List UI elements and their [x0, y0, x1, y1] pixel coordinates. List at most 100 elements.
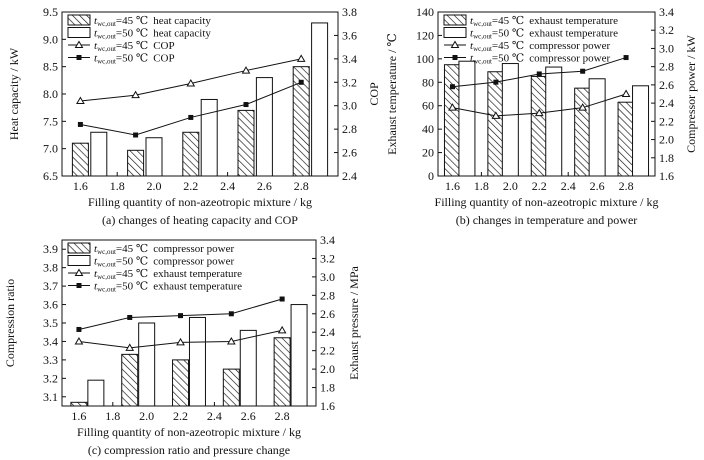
legend-square-marker: [452, 55, 458, 60]
x-tick-label: 1.8: [474, 179, 489, 193]
legend-text: twc,out=45 ℃ compressor power: [470, 40, 610, 53]
legend-text: twc,out=45 ℃ exhaust temperature: [470, 15, 618, 28]
chart-panel-0: 6.5 7.0 7.5 8.0 8.5 9.0 9.5 2.4 2.6 2.8 3.0 3.2 3.4 3…: [7, 5, 381, 227]
legend-condition: =45 ℃: [116, 243, 148, 255]
legend-text: twc,out=45 ℃ compressor power: [94, 243, 234, 256]
x-tick-label: 2.2: [173, 409, 188, 423]
right-tick-label: 2.2: [320, 344, 335, 358]
legend-condition: =50 ℃: [492, 53, 524, 65]
legend-condition: =50 ℃: [492, 28, 524, 40]
legend-subscript: wc,out: [473, 33, 492, 41]
legend-text: twc,out=45 ℃ exhaust temperature: [94, 268, 242, 281]
legend-series-name: compressor power: [153, 243, 234, 255]
x-tick-label: 1.6: [445, 179, 460, 193]
left-axis-label: Heat capacity / kW: [7, 47, 21, 140]
triangle-marker: [621, 89, 631, 97]
right-tick-label: 2.4: [320, 325, 335, 339]
legend-series-name: heat capacity: [153, 15, 211, 27]
legend-condition: =50 ℃: [116, 53, 148, 65]
left-tick-label: 9.0: [43, 32, 58, 46]
legend-subscript: wc,out: [97, 58, 116, 66]
right-tick-label: 2.6: [659, 78, 674, 92]
triangle-marker: [578, 103, 588, 111]
right-tick-label: 2.6: [320, 307, 335, 321]
legend-text: twc,out=50 ℃ compressor power: [470, 53, 610, 66]
legend-series-name: heat capacity: [153, 28, 211, 40]
legend-var: t: [470, 53, 474, 65]
bar-50c: [87, 379, 105, 407]
legend-condition: =45 ℃: [492, 15, 524, 27]
legend-series-name: compressor power: [529, 40, 610, 52]
legend-item: twc,out=45 ℃ exhaust temperature: [68, 268, 242, 281]
left-tick-label: 3.6: [43, 298, 58, 312]
left-tick-label: 3.5: [43, 316, 58, 330]
triangle-marker: [277, 325, 287, 334]
legend-swatch: [443, 14, 467, 26]
right-tick-label: 2.8: [342, 122, 357, 136]
x-tick-label: 2.8: [619, 179, 634, 193]
legend-item: twc,out=50 ℃ exhaust temperature: [443, 27, 618, 41]
triangle-marker: [74, 336, 84, 345]
legend-item: twc,out=50 ℃ compressor power: [67, 255, 234, 269]
square-marker: [77, 121, 83, 127]
bar-50c: [311, 22, 329, 177]
triangle-marker: [241, 66, 251, 74]
x-tick-label: 2.4: [561, 179, 576, 193]
right-tick-label: 3.6: [342, 28, 357, 42]
legend-text: twc,out=50 ℃ compressor power: [94, 256, 234, 269]
legend-subscript: wc,out: [97, 33, 116, 41]
legend-series-name: exhaust temperature: [529, 28, 618, 40]
legend-series-name: compressor power: [529, 53, 610, 65]
left-tick-label: 3.8: [43, 261, 58, 275]
triangle-marker: [448, 103, 457, 111]
legend-text: twc,out=50 ℃ COP: [94, 53, 175, 66]
right-tick-label: 1.6: [659, 169, 674, 183]
left-axis-label: Compression ratio: [3, 279, 17, 367]
legend-var: t: [94, 256, 98, 268]
bar-45c: [530, 75, 548, 177]
x-tick-label: 2.6: [257, 179, 272, 193]
bar-50c: [545, 66, 563, 177]
legend-var: t: [470, 28, 474, 40]
legend-var: t: [470, 40, 474, 52]
right-tick-label: 1.8: [659, 151, 674, 165]
legend-text: twc,out=45 ℃ heat capacity: [94, 15, 211, 28]
legend-triangle-marker: [450, 40, 460, 48]
legend-subscript: wc,out: [97, 45, 116, 53]
legend-text: twc,out=50 ℃ exhaust temperature: [94, 281, 242, 294]
left-tick-label: 140: [416, 5, 434, 19]
left-tick-label: 7.5: [43, 114, 58, 128]
x-axis-label: Filling quantity of non-azeotropic mixtu…: [435, 195, 659, 209]
bar-50c: [239, 329, 257, 407]
bar-45c: [237, 109, 255, 177]
bar-45c: [127, 149, 145, 177]
legend-square-marker: [76, 283, 82, 288]
left-axis-label: Exhaust temperature / ℃: [385, 33, 399, 155]
legend-swatch: [443, 27, 467, 38]
legend-item: twc,out=50 ℃ exhaust temperature: [68, 281, 242, 294]
x-tick-label: 1.6: [73, 179, 88, 193]
left-tick-label: 9.5: [43, 5, 58, 19]
right-tick-label: 2.4: [659, 96, 674, 110]
x-tick-label: 2.0: [139, 409, 154, 423]
bar-45c: [172, 359, 190, 407]
right-tick-label: 3.0: [320, 270, 335, 284]
right-tick-label: 1.6: [320, 399, 335, 413]
legend-item: twc,out=45 ℃ compressor power: [67, 242, 234, 256]
square-marker: [536, 71, 542, 77]
x-axis-label: Filling quantity of non-azeotropic mixtu…: [88, 195, 312, 209]
bar-45c: [487, 71, 505, 177]
left-tick-label: 3.7: [43, 279, 58, 293]
legend-triangle-marker: [74, 40, 84, 48]
right-tick-label: 2.0: [320, 362, 335, 376]
bar-45c: [222, 368, 240, 407]
square-marker: [76, 326, 82, 332]
x-tick-label: 1.6: [71, 409, 86, 423]
legend-condition: =45 ℃: [492, 40, 524, 52]
right-tick-label: 3.2: [342, 75, 357, 89]
legend-text: twc,out=45 ℃ COP: [94, 40, 175, 53]
left-tick-label: 3.4: [43, 334, 58, 348]
bar-50c: [200, 98, 218, 177]
bar-50c: [501, 63, 519, 177]
right-tick-label: 3.2: [659, 23, 674, 37]
